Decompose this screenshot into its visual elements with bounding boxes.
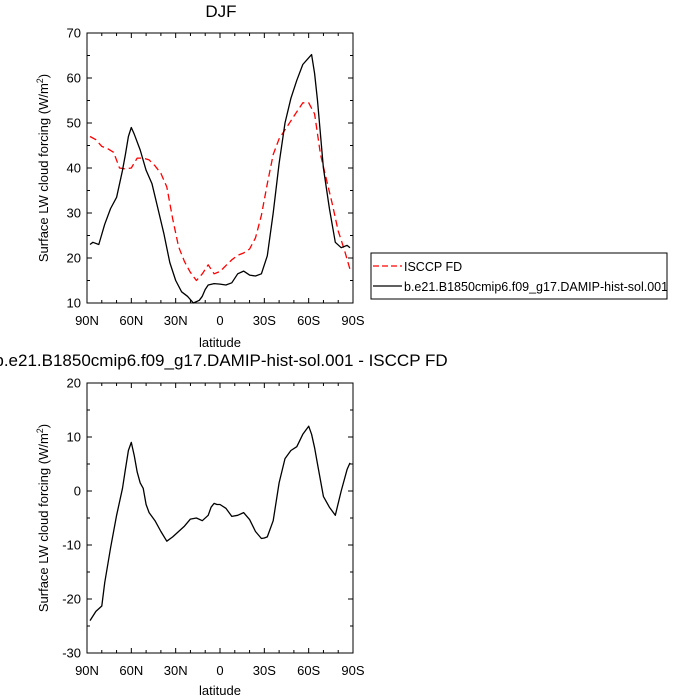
top-series-line-0 [89, 102, 351, 282]
bottom-y-tick-label: 0 [74, 484, 81, 499]
bottom-plot-frame [86, 382, 354, 654]
bottom-x-axis-label: latitude [199, 683, 241, 698]
top-x-tick-label: 30S [253, 313, 276, 328]
legend-box [370, 252, 668, 300]
top-series-line-1 [89, 53, 351, 304]
top-chart-legend: ISCCP FD b.e21.B1850cmip6.f09_g17.DAMIP-… [370, 252, 668, 300]
bottom-x-tick-label: 90N [75, 663, 99, 678]
top-y-tick-label: 40 [67, 161, 81, 176]
bottom-y-axis-label: Surface LW cloud forcing (W/m2) [35, 424, 51, 612]
bottom-y-axis: -30 -20 -10 0 10 20 [62, 376, 353, 661]
top-plot-area [89, 53, 351, 304]
top-x-tick-label: 60N [119, 313, 143, 328]
bottom-x-tick-label: 60N [119, 663, 143, 678]
bottom-line-chart: b.e21.B1850cmip6.f09_g17.DAMIP-hist-sol.… [0, 351, 448, 698]
top-x-axis: 90N 60N 30N 0 30S 60S 90S [75, 33, 365, 328]
bottom-chart-title: b.e21.B1850cmip6.f09_g17.DAMIP-hist-sol.… [0, 351, 448, 370]
legend-label-model: b.e21.B1850cmip6.f09_g17.DAMIP-hist-sol.… [404, 280, 668, 294]
top-y-tick-label: 60 [67, 71, 81, 86]
top-x-tick-label: 60S [297, 313, 320, 328]
bottom-x-tick-label: 30N [164, 663, 188, 678]
top-y-tick-label: 20 [67, 251, 81, 266]
top-x-tick-label: 90S [341, 313, 364, 328]
top-y-tick-label: 70 [67, 26, 81, 41]
bottom-series-line-0 [89, 425, 351, 621]
bottom-x-axis: 90N 60N 30N 0 30S 60S 90S [75, 383, 365, 678]
bottom-y-tick-label: -20 [62, 592, 81, 607]
top-y-axis-label: Surface LW cloud forcing (W/m2) [35, 74, 51, 262]
bottom-y-tick-label: 10 [67, 430, 81, 445]
top-x-tick-label: 90N [75, 313, 99, 328]
bottom-x-tick-label: 90S [341, 663, 364, 678]
bottom-plot-area [89, 425, 351, 621]
top-x-tick-label: 0 [216, 313, 223, 328]
bottom-x-tick-label: 0 [216, 663, 223, 678]
bottom-x-tick-label: 60S [297, 663, 320, 678]
bottom-y-tick-label: 20 [67, 376, 81, 391]
top-plot-frame [86, 32, 354, 304]
top-y-tick-label: 30 [67, 206, 81, 221]
top-y-axis: 10 20 30 40 50 60 70 [67, 26, 353, 311]
top-x-axis-label: latitude [199, 335, 241, 350]
bottom-x-tick-label: 30S [253, 663, 276, 678]
top-line-chart: DJF 10 20 30 40 50 60 70 90N 60N 30N 0 30S 60S 90S l… [35, 2, 365, 350]
top-x-tick-label: 30N [164, 313, 188, 328]
bottom-y-tick-label: -10 [62, 538, 81, 553]
legend-label-isccp: ISCCP FD [404, 260, 462, 274]
top-y-tick-label: 10 [67, 296, 81, 311]
top-y-tick-label: 50 [67, 116, 81, 131]
top-chart-title: DJF [205, 2, 236, 21]
bottom-y-tick-label: -30 [62, 646, 81, 661]
